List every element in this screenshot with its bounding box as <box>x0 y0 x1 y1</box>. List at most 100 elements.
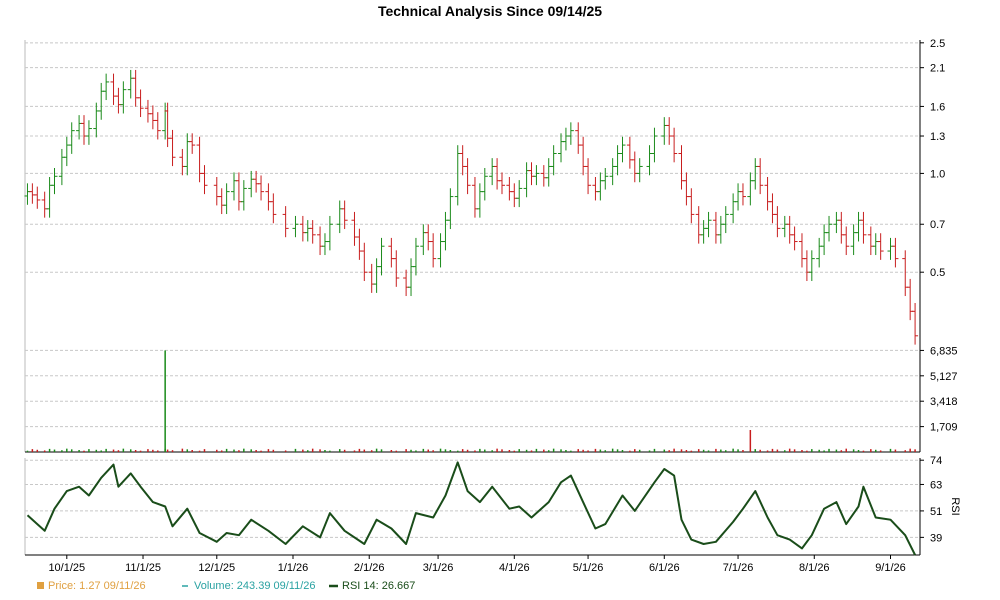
price-bar <box>855 211 862 242</box>
price-bar <box>747 172 754 206</box>
price-bar <box>437 233 444 268</box>
price-tick-label: 2.1 <box>930 63 945 75</box>
price-bar <box>464 158 471 195</box>
price-bar <box>769 193 776 224</box>
price-bar <box>93 102 100 138</box>
price-bar <box>585 158 592 195</box>
price-bar <box>58 148 65 186</box>
price-bar <box>321 233 328 256</box>
price-bar <box>877 233 884 260</box>
price-bar <box>499 172 506 195</box>
price-bar <box>506 176 513 201</box>
volume-tick-label: 3,418 <box>930 396 958 408</box>
price-bar <box>299 215 306 242</box>
legend-price-marker <box>37 582 44 589</box>
price-bar <box>494 158 501 190</box>
price-bar <box>712 211 719 244</box>
price-bar <box>98 82 105 120</box>
price-bar <box>705 211 712 238</box>
price-bar <box>115 87 122 114</box>
price-bar <box>791 226 798 251</box>
legend-volume-label: Volume: 243.39 09/11/26 <box>194 580 316 592</box>
price-bar <box>223 183 230 215</box>
legend-price-label: Price: 1.27 09/11/26 <box>48 580 146 592</box>
x-axis: 10/1/25 11/1/25 12/1/25 1/1/26 2/1/26 3/1/26 4… <box>48 555 906 574</box>
price-bar <box>575 122 582 154</box>
price-bar <box>425 224 432 251</box>
price-bar <box>843 226 850 256</box>
price-bar <box>902 250 909 297</box>
price-bar <box>336 200 343 234</box>
price-tick-label: 1.3 <box>930 131 945 143</box>
price-bar <box>764 176 771 211</box>
price-bar <box>671 127 678 163</box>
price-bar <box>558 133 565 163</box>
price-bar <box>735 183 742 211</box>
price-bar <box>850 224 857 256</box>
price-bar <box>476 183 483 218</box>
x-tick-label: 2/1/26 <box>354 562 385 574</box>
price-bar <box>85 120 92 145</box>
price-bar <box>304 220 311 242</box>
price-bar <box>516 180 523 208</box>
price-bar <box>317 226 324 256</box>
price-bar <box>808 250 815 282</box>
price-bar <box>184 133 191 176</box>
price-bar <box>309 220 316 244</box>
price-bar <box>523 162 530 198</box>
price-bar <box>661 117 668 145</box>
price-bar <box>867 226 874 256</box>
price-bar <box>388 237 395 268</box>
price-bar <box>412 237 419 276</box>
price-bar <box>326 215 333 251</box>
rsi-line <box>26 461 916 556</box>
price-bar <box>248 170 255 198</box>
price-tick-label: 0.7 <box>930 219 945 231</box>
price-bar <box>722 206 729 234</box>
x-tick-label: 5/1/26 <box>573 562 604 574</box>
price-bar <box>887 237 894 260</box>
price-bar <box>258 175 265 201</box>
price-tick-label: 1.6 <box>930 101 945 113</box>
price-bar <box>34 186 41 209</box>
price-bar <box>757 158 764 195</box>
price-bar <box>872 233 879 256</box>
x-tick-label: 9/1/26 <box>875 562 906 574</box>
price-bar <box>619 136 626 163</box>
x-tick-label: 7/1/26 <box>723 562 754 574</box>
price-bar <box>614 145 621 176</box>
price-bar <box>562 127 569 151</box>
price-bar <box>213 176 220 206</box>
price-bar <box>46 176 53 218</box>
price-bar <box>651 127 658 163</box>
price-bar <box>774 206 781 238</box>
price-bar <box>218 188 225 215</box>
price-bar <box>803 250 810 282</box>
price-bar <box>351 211 358 246</box>
price-bar <box>459 145 466 176</box>
price-bar <box>838 211 845 244</box>
price-bar <box>63 136 70 167</box>
legend: Price: 1.27 09/11/26 Volume: 243.39 09/1… <box>37 580 415 592</box>
price-bar <box>408 258 415 297</box>
price-bar <box>127 69 134 99</box>
x-tick-label: 6/1/26 <box>649 562 680 574</box>
x-tick-label: 8/1/26 <box>799 562 830 574</box>
volume-tick-label: 5,127 <box>930 371 958 383</box>
price-bar <box>29 183 36 204</box>
price-bar <box>240 180 247 211</box>
price-bar <box>646 145 653 176</box>
rsi-tick-label: 51 <box>930 506 942 518</box>
price-bar <box>602 167 609 190</box>
price-bar <box>631 151 638 183</box>
price-bar <box>781 215 788 238</box>
price-bar <box>730 193 737 224</box>
price-bar <box>454 145 461 206</box>
price-bar <box>695 206 702 244</box>
price-bar <box>169 129 176 167</box>
price-bar <box>786 215 793 244</box>
price-bar <box>471 176 478 218</box>
price-bar <box>912 303 919 345</box>
price-bar <box>688 188 695 224</box>
